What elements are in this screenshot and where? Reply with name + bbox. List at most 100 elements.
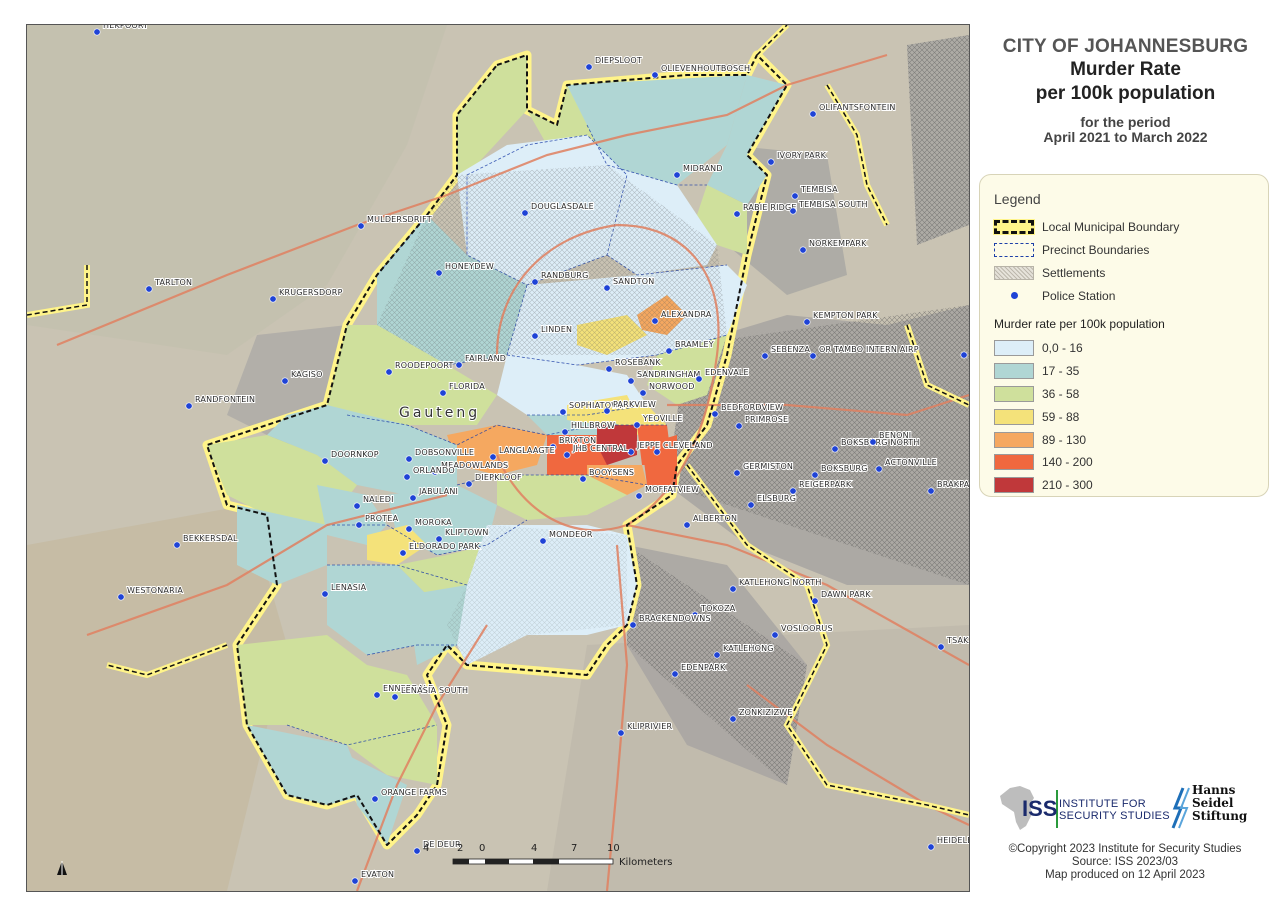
police-station-marker[interactable]: [683, 521, 691, 529]
police-station-marker[interactable]: [629, 621, 637, 629]
police-station-marker[interactable]: [605, 365, 613, 373]
police-station-marker[interactable]: [671, 670, 679, 678]
police-station-marker[interactable]: [713, 651, 721, 659]
police-station-marker[interactable]: [351, 877, 359, 885]
police-station-marker[interactable]: [145, 285, 153, 293]
police-station-marker[interactable]: [391, 693, 399, 701]
police-station-marker[interactable]: [409, 494, 417, 502]
police-station-marker[interactable]: [435, 535, 443, 543]
police-station-marker[interactable]: [733, 210, 741, 218]
police-station-marker[interactable]: [627, 377, 635, 385]
police-station-marker[interactable]: [399, 549, 407, 557]
police-station-marker[interactable]: [791, 192, 799, 200]
police-station-marker[interactable]: [711, 410, 719, 418]
police-station-marker[interactable]: [353, 502, 361, 510]
police-station-marker[interactable]: [559, 408, 567, 416]
police-station-marker[interactable]: [579, 475, 587, 483]
police-station-marker[interactable]: [561, 428, 569, 436]
place-label: MOFFATVIEW: [645, 485, 699, 494]
police-station-marker[interactable]: [269, 295, 277, 303]
place-label: ENNERDALE: [383, 684, 433, 693]
police-station-marker[interactable]: [403, 473, 411, 481]
police-station-marker[interactable]: [93, 28, 101, 36]
police-station-marker[interactable]: [405, 455, 413, 463]
police-station-marker[interactable]: [563, 451, 571, 459]
police-station-marker[interactable]: [831, 445, 839, 453]
police-station-marker[interactable]: [489, 453, 497, 461]
police-station-marker[interactable]: [439, 389, 447, 397]
police-station-marker[interactable]: [761, 352, 769, 360]
police-station-marker[interactable]: [733, 469, 741, 477]
police-station-marker[interactable]: [531, 278, 539, 286]
settlement-hatch-symbol: [994, 265, 1034, 280]
police-station-marker[interactable]: [673, 171, 681, 179]
police-station-marker[interactable]: [413, 847, 421, 855]
police-station-marker[interactable]: [803, 318, 811, 326]
map-frame[interactable]: Gauteng HEKPOORT DIEPSLOOT OLIEVENHOUTBOSC…: [26, 24, 970, 892]
police-station-marker[interactable]: [185, 402, 193, 410]
police-station-marker[interactable]: [371, 795, 379, 803]
police-station-marker[interactable]: [665, 347, 673, 355]
police-station-marker[interactable]: [321, 590, 329, 598]
police-station-marker[interactable]: [875, 465, 883, 473]
police-station-marker[interactable]: [767, 158, 775, 166]
police-station-marker[interactable]: [789, 207, 797, 215]
police-station-marker[interactable]: [373, 691, 381, 699]
police-station-marker[interactable]: [811, 597, 819, 605]
police-station-marker[interactable]: [455, 361, 463, 369]
police-station-marker[interactable]: [549, 443, 557, 451]
police-station-marker[interactable]: [633, 421, 641, 429]
police-station-marker[interactable]: [173, 541, 181, 549]
police-station-marker[interactable]: [355, 521, 363, 529]
police-station-marker[interactable]: [735, 422, 743, 430]
police-station-marker[interactable]: [729, 715, 737, 723]
scale-tick-4: 7: [571, 843, 577, 854]
police-station-marker[interactable]: [809, 352, 817, 360]
police-station-marker[interactable]: [747, 501, 755, 509]
police-station-marker[interactable]: [603, 407, 611, 415]
police-station-marker[interactable]: [639, 389, 647, 397]
police-station-marker[interactable]: [321, 457, 329, 465]
police-station-marker[interactable]: [431, 468, 439, 476]
police-station-marker[interactable]: [117, 593, 125, 601]
iss-name-line2: SECURITY STUDIES: [1059, 810, 1170, 822]
police-station-marker[interactable]: [539, 537, 547, 545]
police-station-marker[interactable]: [729, 585, 737, 593]
police-station-marker[interactable]: [960, 351, 968, 359]
police-station-marker[interactable]: [635, 492, 643, 500]
police-station-marker[interactable]: [585, 63, 593, 71]
police-station-marker[interactable]: [771, 631, 779, 639]
police-station-marker[interactable]: [811, 471, 819, 479]
police-station-marker[interactable]: [789, 487, 797, 495]
police-station-marker[interactable]: [627, 448, 635, 456]
police-station-marker[interactable]: [869, 438, 877, 446]
police-station-marker[interactable]: [809, 110, 817, 118]
police-station-marker[interactable]: [617, 729, 625, 737]
police-station-marker[interactable]: [465, 480, 473, 488]
police-station-marker[interactable]: [521, 209, 529, 217]
title-city: CITY OF JOHANNESBURG: [1002, 36, 1249, 57]
scale-bar: 4 2 0 4 7 10 Kilometers: [423, 843, 673, 868]
police-station-marker[interactable]: [435, 269, 443, 277]
police-station-marker[interactable]: [651, 71, 659, 79]
police-station-marker[interactable]: [531, 332, 539, 340]
police-station-marker[interactable]: [651, 317, 659, 325]
police-station-marker[interactable]: [799, 246, 807, 254]
iss-name-line1: INSTITUTE FOR: [1059, 798, 1147, 810]
police-station-marker[interactable]: [385, 368, 393, 376]
scale-tick-2: 0: [479, 843, 485, 854]
legend-class-0: 0,0 - 16: [994, 337, 1254, 360]
place-label: EDENVALE: [705, 368, 749, 377]
police-station-marker[interactable]: [937, 643, 945, 651]
police-station-marker[interactable]: [653, 448, 661, 456]
police-station-marker[interactable]: [357, 222, 365, 230]
police-station-marker[interactable]: [281, 377, 289, 385]
police-station-marker[interactable]: [695, 375, 703, 383]
police-station-marker[interactable]: [691, 611, 699, 619]
police-station-marker[interactable]: [405, 525, 413, 533]
police-station-marker[interactable]: [927, 843, 935, 851]
police-station-marker[interactable]: [603, 284, 611, 292]
police-station-marker[interactable]: [927, 487, 935, 495]
scale-unit: Kilometers: [619, 857, 673, 868]
place-label: MEADOWLANDS: [441, 461, 508, 470]
